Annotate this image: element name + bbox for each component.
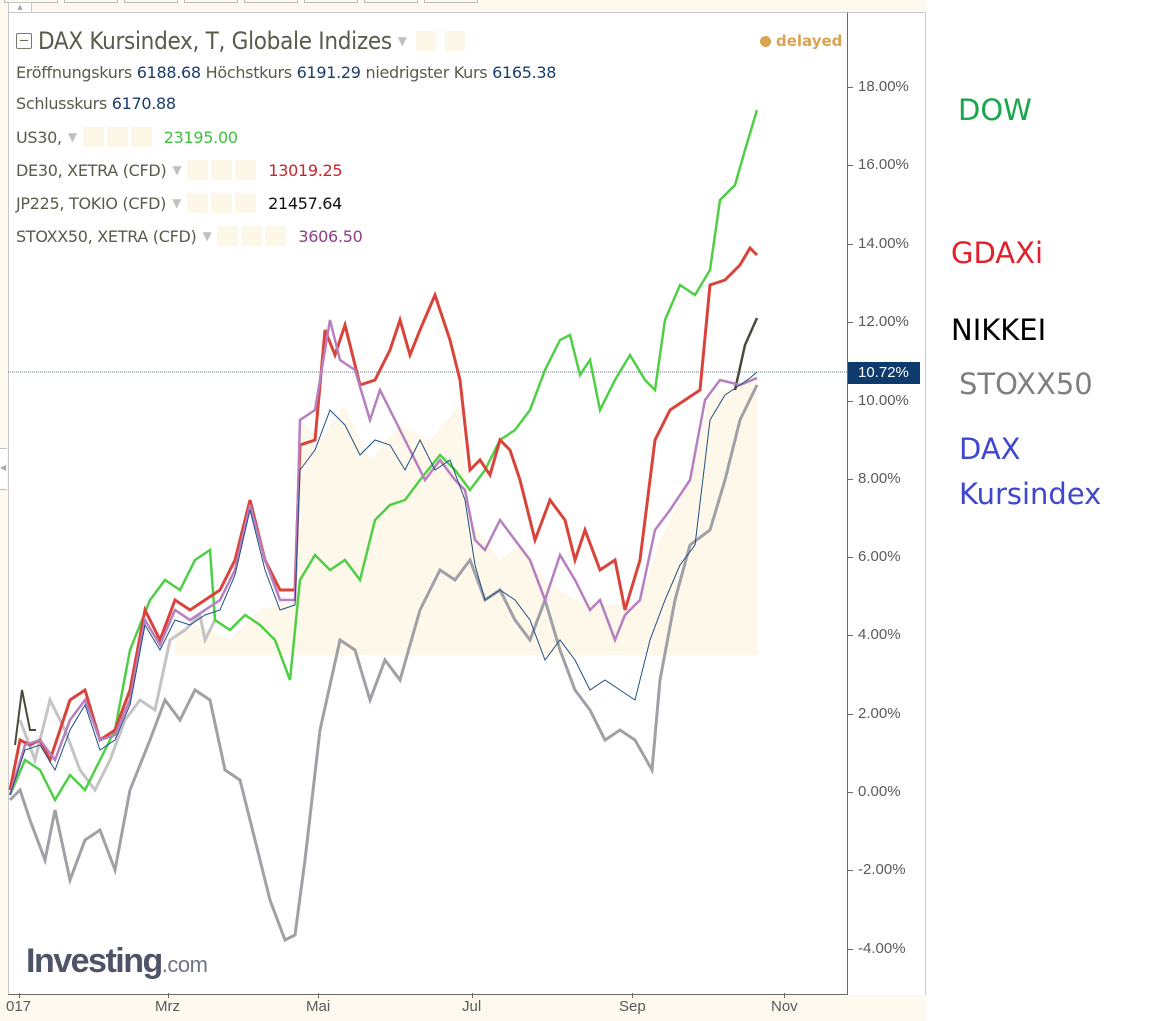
y-tick: 8.00% [848,470,901,487]
dow-line [8,109,759,803]
toolbar-tab[interactable] [424,0,478,3]
y-axis-panel[interactable] [847,12,926,995]
delayed-status: delayed [760,32,842,50]
toolbar-tab[interactable] [124,0,178,3]
y-tick: -4.00% [848,940,906,957]
annotation-dax-line2: Kursindex [959,477,1102,511]
nikkei-line [8,384,759,943]
x-tick: Mrz [155,993,180,1015]
toolbar-tab[interactable] [304,0,358,3]
close-icon[interactable] [235,160,257,180]
y-tick: 10.00% [848,392,909,409]
x-tick: Nov [771,993,798,1015]
title-dropdown-icon[interactable]: ▼ [397,34,408,48]
y-tick: 6.00% [848,548,901,565]
collapse-legend-icon[interactable] [16,33,32,49]
y-tick: 14.00% [848,235,909,252]
x-tick: Mai [306,993,331,1015]
annotation-stoxx50: STOXX50 [959,367,1093,401]
y-tick: 16.00% [848,156,909,173]
nikkei-early-dark [14,689,36,746]
high-value: 6191.29 [296,63,361,82]
nikkei-end-line [733,317,759,391]
chart-title: DAX Kursindex, T, Globale Indizes [38,27,392,55]
close-value: 6170.88 [111,94,176,113]
left-scroll-handle[interactable]: ◀ [0,448,7,490]
hide-icon[interactable] [211,160,233,180]
legend-item-de30[interactable]: DE30, XETRA (CFD) ▼ 13019.25 [16,160,343,180]
x-tick: Jul [462,993,482,1015]
chart-title-row: DAX Kursindex, T, Globale Indizes ▼ [16,27,466,55]
delayed-dot-icon [760,35,771,47]
settings-icon[interactable] [416,31,437,51]
legend-item-jp225[interactable]: JP225, TOKIO (CFD) ▼ 21457.64 [16,193,343,213]
hide-icon[interactable] [211,193,233,213]
close-icon[interactable] [130,127,152,147]
toolbar-tab[interactable] [244,0,298,3]
x-tick: 017 [6,993,32,1015]
open-value: 6188.68 [136,63,201,82]
x-tick: Sep [619,993,646,1015]
current-value-badge: 10.72% [848,362,920,384]
chevron-down-icon[interactable]: ▼ [172,196,182,210]
low-value: 6165.38 [492,63,557,82]
chart-lines [8,109,847,943]
close-icon[interactable] [265,226,287,246]
y-tick: 2.00% [848,705,901,722]
ohlc-row: Eröffnungskurs 6188.68 Höchstkurs 6191.2… [16,63,557,82]
y-tick: 12.00% [848,313,909,330]
settings-icon[interactable] [82,127,104,147]
investing-logo: Investing.com [26,942,208,980]
chevron-down-icon[interactable]: ▼ [67,130,77,144]
legend-item-us30[interactable]: US30, ▼ 23195.00 [16,127,238,147]
legend-value: 23195.00 [163,127,238,147]
toolbar-tab[interactable] [64,0,118,3]
y-tick: 4.00% [848,626,901,643]
toolbar-tab[interactable] [184,0,238,3]
settings-icon[interactable] [187,160,209,180]
settings-icon[interactable] [217,226,239,246]
gdaxi-line [8,245,759,791]
hide-icon[interactable] [241,226,263,246]
annotation-gdaxi: GDAXi [951,236,1044,270]
legend-value: 3606.50 [298,226,363,246]
toolbar-tab[interactable] [364,0,418,3]
settings-icon[interactable] [187,193,209,213]
chevron-down-icon[interactable]: ▼ [172,163,182,177]
dax-area-fill [175,372,757,655]
hide-icon[interactable] [445,31,466,51]
annotation-nikkei: NIKKEI [951,313,1047,347]
y-tick: -2.00% [848,861,906,878]
dax-kursindex-line [9,371,758,796]
chevron-up-icon: ▲ [17,3,23,11]
y-tick: 0.00% [848,783,901,800]
x-axis-line [8,994,848,995]
top-toolbar: ▲ [4,0,925,13]
annotation-dow: DOW [958,93,1032,127]
close-icon[interactable] [235,193,257,213]
y-tick: 18.00% [848,78,909,95]
stoxx50-line [8,319,758,796]
stoxx50-early-line [18,611,217,793]
legend-item-stoxx50[interactable]: STOXX50, XETRA (CFD) ▼ 3606.50 [16,226,363,246]
hide-icon[interactable] [106,127,128,147]
close-row: Schlusskurs 6170.88 [16,94,176,113]
annotation-dax-line1: DAX [959,432,1021,466]
legend-value: 21457.64 [268,193,343,213]
chevron-left-icon: ◀ [0,463,7,472]
chevron-down-icon[interactable]: ▼ [202,229,212,243]
legend-value: 13019.25 [268,160,343,180]
